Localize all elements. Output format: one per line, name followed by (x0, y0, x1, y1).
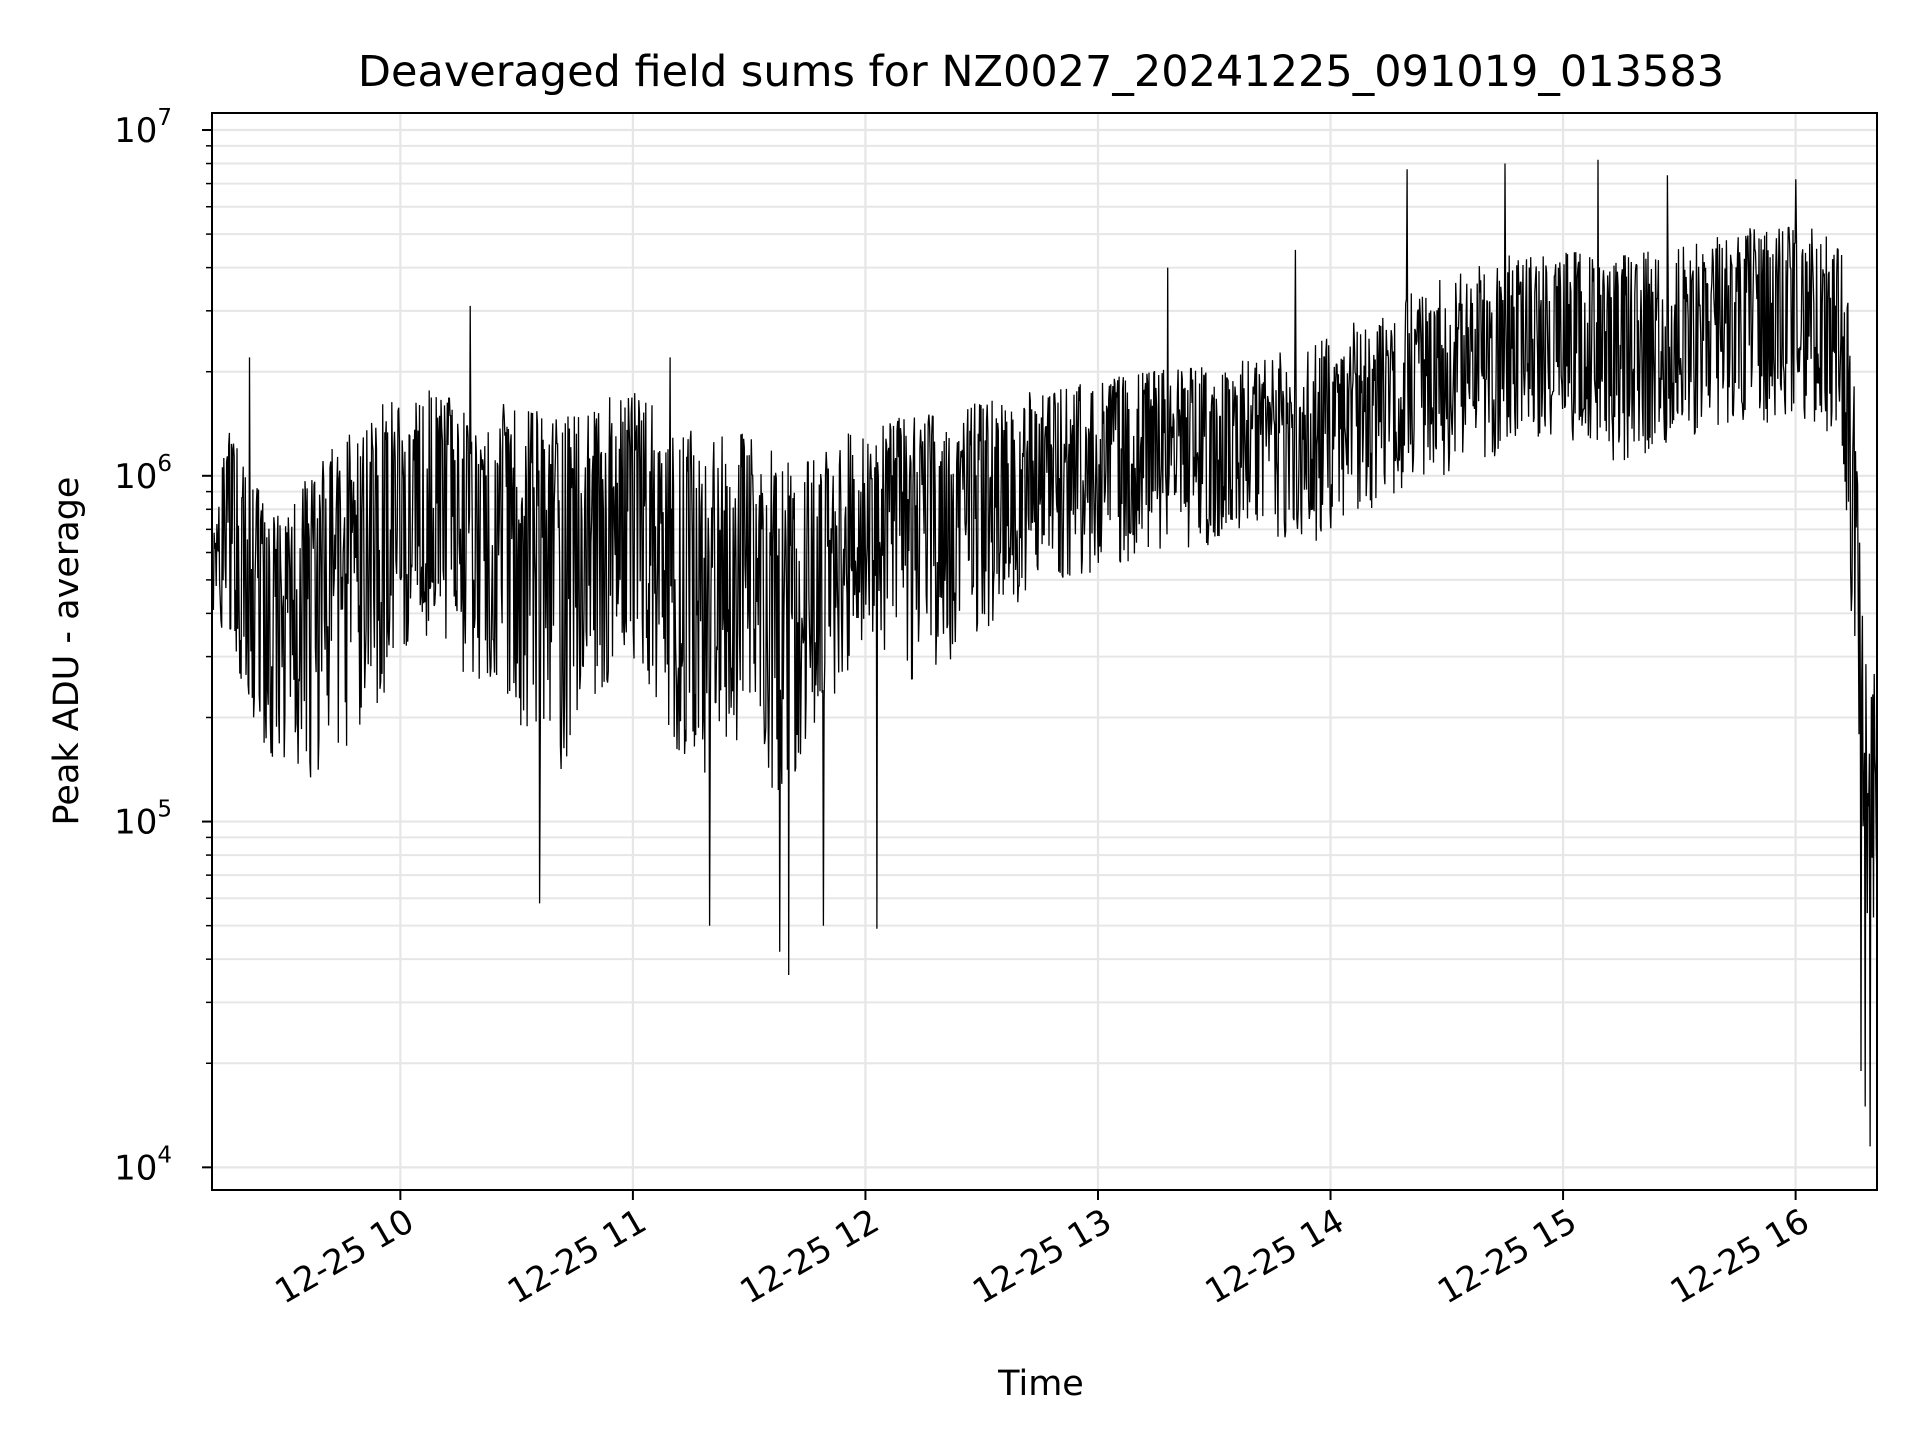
x-tick-label: 12-25 14 (1199, 1201, 1351, 1312)
x-tick-label: 12-25 10 (268, 1201, 420, 1312)
x-tick-label: 12-25 13 (966, 1201, 1118, 1312)
series-trace-layer (211, 159, 1878, 1147)
y-tick-label: 105 (114, 797, 172, 843)
x-tick-label: 12-25 12 (734, 1201, 886, 1312)
plot-area-frame (211, 112, 1878, 1191)
x-tick-label: 12-25 16 (1664, 1201, 1816, 1312)
x-axis-label: Time (997, 1364, 1084, 1404)
y-tick-label: 106 (114, 451, 172, 497)
y-axis: 104 105 106 107 (114, 105, 212, 1188)
y-axis-label: Peak ADU - average (47, 477, 87, 826)
series-line (211, 159, 1878, 1147)
x-tick-label: 12-25 15 (1431, 1201, 1583, 1312)
x-tick-label: 12-25 11 (501, 1201, 653, 1312)
chart-title: Deaveraged field sums for NZ0027_2024122… (358, 47, 1724, 97)
y-tick-label: 104 (114, 1142, 172, 1188)
grid-layer (212, 113, 1877, 1190)
x-axis: 12-25 10 12-25 11 12-25 12 12-25 13 12-25 14… (268, 1190, 1816, 1312)
y-tick-label: 107 (114, 105, 172, 151)
